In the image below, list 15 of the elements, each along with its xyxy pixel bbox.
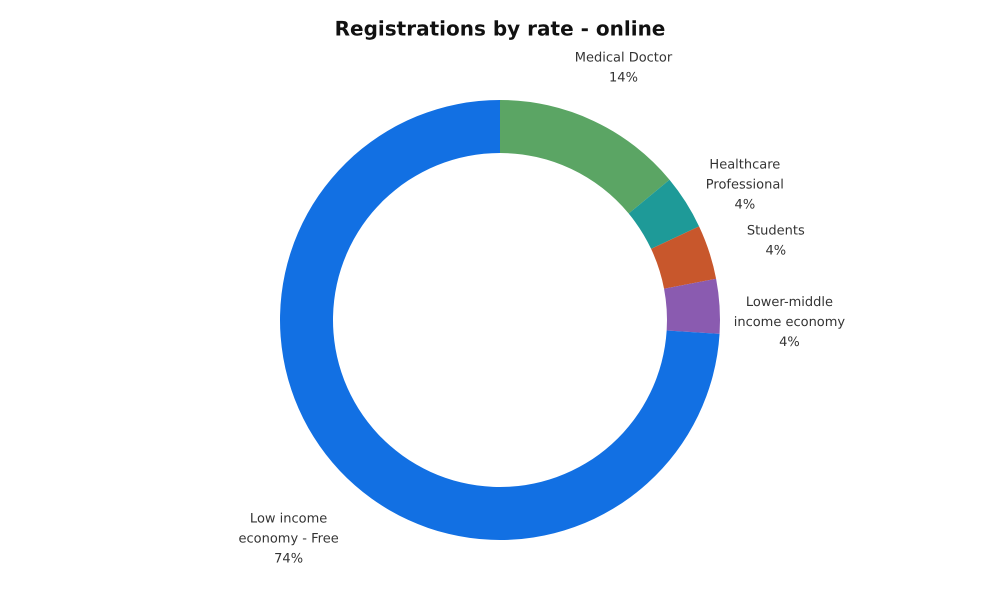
slice-label: Low income economy - Free: [238, 512, 339, 547]
data-label: 14%: [609, 70, 638, 86]
slice-label: Healthcare Professional: [706, 158, 784, 193]
data-label: 74%: [274, 552, 304, 567]
slice-label: Lower-middle income economy: [734, 294, 846, 330]
donut-slice: [664, 278, 720, 334]
slice-label: Students: [746, 223, 806, 238]
chart-title: Registrations by rate - online: [334, 16, 666, 41]
donut-slice: [628, 180, 700, 249]
data-label: 4%: [734, 198, 756, 213]
data-label: 4%: [779, 334, 800, 350]
donut-slice: [500, 100, 670, 214]
data-label: 4%: [765, 243, 786, 258]
slice-label: Medical Doctor: [574, 50, 673, 66]
donut-slice: [651, 226, 716, 289]
